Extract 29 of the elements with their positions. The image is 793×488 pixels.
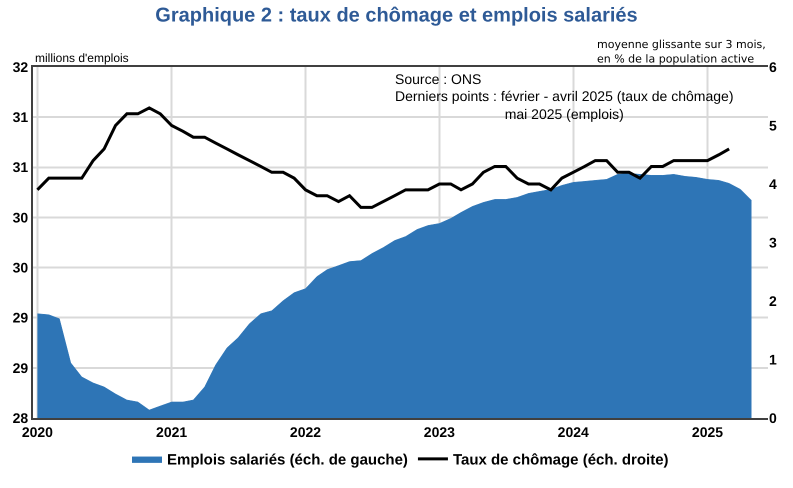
y2-tick-label: 1 [769,351,777,368]
x-tick-label: 2024 [558,424,590,440]
y2-axis-title: moyenne glissante sur 3 mois, en % de la population active [597,38,766,66]
y-tick-label: 29 [12,310,28,326]
y2-tick-label: 0 [769,410,777,426]
y2-tick-label: 2 [769,292,777,309]
y-tick-label: 28 [12,410,28,426]
annotation: Derniers points : février - avril 2025 (taux de chômage) mai 2025 (emplois) [395,88,734,122]
y-tick-label: 30 [12,209,28,226]
x-tick-label: 2020 [22,424,54,440]
x-tick-label: 2023 [424,424,456,440]
legend-label: Emplois salariés (éch. de gauche) [167,452,408,469]
y2-tick-label: 4 [769,176,777,192]
y-axis-title: millions d'emplois [35,51,129,65]
y-tick-label: 29 [12,360,28,376]
y2-tick-label: 3 [769,234,777,250]
y-tick-label: 31 [12,159,28,176]
x-tick-label: 2025 [692,424,724,440]
chart-title: Graphique 2 : taux de chômage et emplois salariés [155,4,638,26]
y-tick-label: 32 [12,58,28,75]
annotation: Source : ONS [395,71,482,87]
y-tick-label: 30 [12,259,28,276]
y-tick-label: 31 [12,109,28,126]
y2-tick-label: 6 [769,58,777,75]
legend-label: Taux de chômage (éch. droite) [452,452,669,469]
x-tick-label: 2022 [290,424,322,440]
x-tick-label: 2021 [156,424,188,440]
y2-tick-label: 5 [769,117,777,134]
line-series [36,106,731,209]
